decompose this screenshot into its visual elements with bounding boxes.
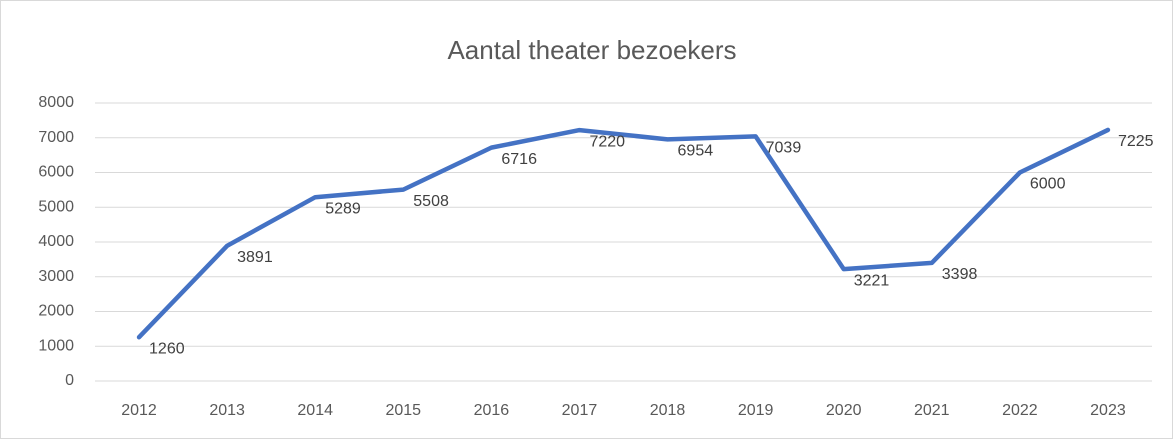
y-tick-label: 3000 bbox=[38, 268, 74, 285]
x-tick-label: 2021 bbox=[914, 402, 950, 419]
x-tick-label: 2018 bbox=[650, 402, 686, 419]
chart-title: Aantal theater bezoekers bbox=[447, 35, 736, 65]
x-tick-label: 2013 bbox=[209, 402, 245, 419]
x-tick-label: 2023 bbox=[1090, 402, 1126, 419]
data-label: 3398 bbox=[942, 266, 978, 283]
data-label: 6716 bbox=[501, 151, 537, 168]
x-tick-label: 2017 bbox=[562, 402, 598, 419]
data-label: 1260 bbox=[149, 340, 185, 357]
y-tick-label: 5000 bbox=[38, 198, 74, 215]
data-label: 7039 bbox=[766, 140, 802, 157]
x-tick-label: 2022 bbox=[1002, 402, 1038, 419]
y-tick-label: 8000 bbox=[38, 94, 74, 111]
y-tick-label: 6000 bbox=[38, 164, 74, 181]
data-label: 6954 bbox=[678, 143, 714, 160]
x-tick-label: 2012 bbox=[121, 402, 157, 419]
x-tick-label: 2014 bbox=[297, 402, 333, 419]
y-tick-label: 1000 bbox=[38, 337, 74, 354]
y-tick-label: 7000 bbox=[38, 129, 74, 146]
data-line bbox=[136, 127, 1111, 340]
y-tick-label: 2000 bbox=[38, 303, 74, 320]
y-tick-label: 4000 bbox=[38, 233, 74, 250]
data-label: 6000 bbox=[1030, 176, 1066, 193]
x-tick-label: 2016 bbox=[474, 402, 510, 419]
data-label: 5289 bbox=[325, 200, 361, 217]
y-tick-label: 0 bbox=[65, 372, 74, 389]
data-label: 5508 bbox=[413, 193, 449, 210]
x-tick-label: 2019 bbox=[738, 402, 774, 419]
data-label: 7225 bbox=[1118, 133, 1154, 150]
data-label: 3221 bbox=[854, 272, 890, 289]
data-label: 3891 bbox=[237, 249, 273, 266]
x-tick-label: 2015 bbox=[385, 402, 421, 419]
x-tick-label: 2020 bbox=[826, 402, 862, 419]
data-label: 7220 bbox=[589, 133, 625, 150]
